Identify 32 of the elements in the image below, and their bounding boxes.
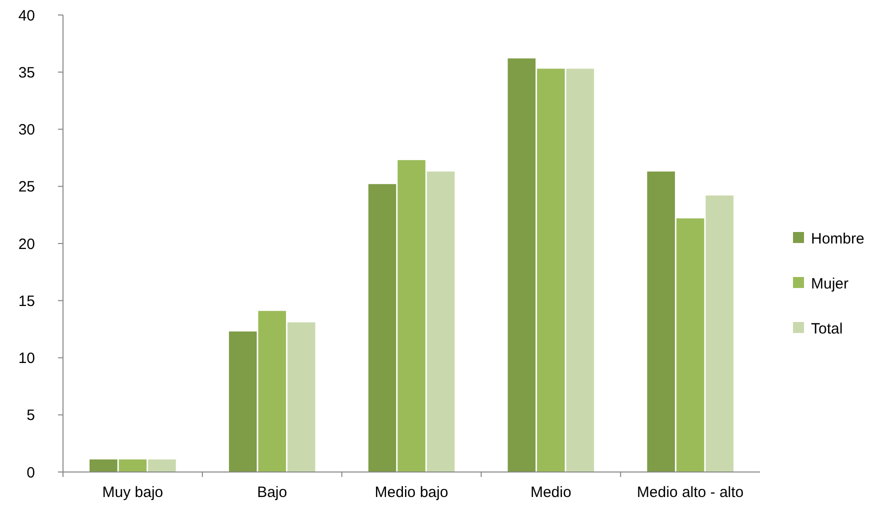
bar <box>537 68 565 472</box>
y-tick-label: 35 <box>18 64 35 82</box>
bar <box>368 184 396 472</box>
bar <box>426 172 455 472</box>
y-tick-label: 0 <box>26 464 35 482</box>
bar <box>676 218 704 472</box>
x-tick-label: Muy bajo <box>102 484 164 501</box>
x-tick-label: Medio alto - alto <box>636 484 744 501</box>
legend-label: Hombre <box>811 230 864 248</box>
bar <box>228 331 257 472</box>
legend-label: Mujer <box>811 275 849 292</box>
bar <box>647 172 675 472</box>
y-tick-label: 25 <box>18 178 35 196</box>
y-tick-label: 15 <box>18 292 35 310</box>
bar <box>258 310 286 472</box>
y-tick-label: 30 <box>18 122 35 138</box>
y-tick-label: 40 <box>18 7 35 24</box>
x-tick-label: Medio <box>530 484 572 501</box>
bar <box>566 68 594 472</box>
bar <box>287 322 316 472</box>
x-tick-label: Medio bajo <box>374 484 448 501</box>
y-tick-label: 20 <box>18 236 35 253</box>
y-tick-label: 5 <box>26 407 35 424</box>
y-tick-label: 10 <box>18 350 35 367</box>
bar <box>508 58 536 472</box>
bar <box>118 459 147 472</box>
bar <box>398 160 426 472</box>
legend-label: Total <box>811 320 843 338</box>
x-tick-label: Bajo <box>257 484 288 501</box>
bar <box>90 459 118 472</box>
bar <box>706 196 734 472</box>
bar <box>148 459 176 472</box>
